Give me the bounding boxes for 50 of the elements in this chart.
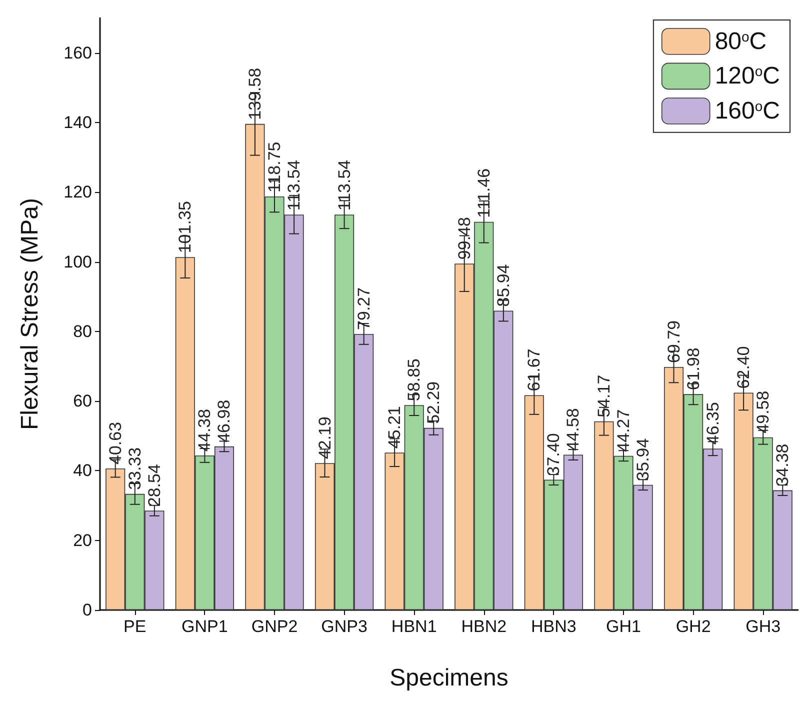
data-label: 61.98 bbox=[684, 348, 703, 390]
data-label: 69.79 bbox=[664, 320, 684, 363]
data-label: 99.48 bbox=[454, 217, 474, 260]
x-tick-label: HBN1 bbox=[391, 617, 437, 636]
y-tick-label: 80 bbox=[73, 322, 92, 341]
data-label: 118.75 bbox=[265, 142, 284, 192]
y-tick-label: 60 bbox=[73, 392, 92, 411]
data-label: 37.40 bbox=[544, 433, 564, 476]
data-label: 44.27 bbox=[614, 409, 633, 452]
data-label: 35.94 bbox=[634, 438, 653, 481]
x-tick-label: GH2 bbox=[676, 617, 711, 636]
x-tick-label: GH3 bbox=[746, 617, 781, 636]
data-label: 45.21 bbox=[385, 406, 404, 449]
x-tick-label: GNP1 bbox=[182, 617, 228, 636]
y-tick-label: 0 bbox=[82, 600, 92, 620]
data-label: 33.33 bbox=[125, 447, 144, 490]
data-label: 58.85 bbox=[404, 358, 424, 402]
data-label: 46.35 bbox=[703, 402, 722, 445]
x-tick-label: HBN2 bbox=[461, 617, 507, 636]
y-tick-label: 40 bbox=[73, 461, 92, 480]
data-label: 85.94 bbox=[494, 264, 513, 307]
data-label: 113.54 bbox=[334, 160, 354, 211]
x-tick-label: GH1 bbox=[606, 617, 641, 636]
data-label: 54.17 bbox=[594, 374, 614, 418]
y-axis-title: Flexural Stress (MPa) bbox=[16, 198, 44, 430]
x-tick-label: GNP2 bbox=[251, 617, 298, 636]
data-label: 49.58 bbox=[754, 390, 773, 434]
y-tick-label: 120 bbox=[64, 182, 92, 202]
data-label: 40.63 bbox=[106, 422, 125, 465]
data-label: 111.46 bbox=[474, 168, 494, 218]
data-label: 46.98 bbox=[214, 400, 234, 442]
data-label: 34.38 bbox=[773, 444, 792, 486]
data-label: 28.54 bbox=[144, 464, 164, 507]
y-tick-label: 100 bbox=[64, 252, 92, 272]
data-label: 113.54 bbox=[284, 160, 304, 211]
data-label: 42.19 bbox=[315, 416, 334, 460]
data-label: 52.29 bbox=[424, 381, 444, 424]
data-label: 44.38 bbox=[195, 408, 214, 452]
y-tick-label: 140 bbox=[64, 112, 92, 132]
y-tick-label: 20 bbox=[73, 530, 92, 550]
x-tick-label: GNP3 bbox=[321, 617, 368, 636]
x-tick-label: PE bbox=[124, 617, 146, 636]
x-tick-label: HBN3 bbox=[531, 617, 576, 636]
data-label: 139.58 bbox=[245, 68, 264, 120]
data-label: 101.35 bbox=[176, 201, 195, 254]
data-label: 44.58 bbox=[564, 408, 583, 451]
data-label: 79.27 bbox=[354, 287, 374, 330]
data-label: 62.40 bbox=[734, 346, 754, 389]
y-tick-label: 160 bbox=[64, 43, 92, 62]
x-axis-title: Specimens bbox=[390, 664, 508, 692]
